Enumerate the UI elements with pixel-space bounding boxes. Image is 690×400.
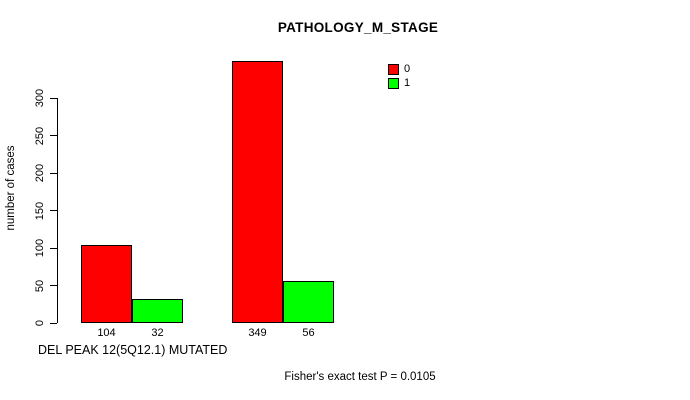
fisher-test-note: Fisher's exact test P = 0.0105 bbox=[284, 371, 436, 383]
bar-series-0 bbox=[81, 245, 132, 323]
bar-value-label: 32 bbox=[151, 327, 164, 339]
bar-value-label: 104 bbox=[97, 327, 116, 339]
y-tick-label: 200 bbox=[34, 163, 46, 183]
y-axis-tick bbox=[50, 97, 57, 99]
y-tick-label: 0 bbox=[34, 319, 46, 327]
legend-label: 0 bbox=[404, 63, 411, 76]
bar-value-label: 349 bbox=[248, 327, 267, 339]
y-axis-tick bbox=[50, 285, 57, 287]
y-tick-label: 250 bbox=[34, 126, 46, 145]
y-tick-label: 300 bbox=[34, 88, 46, 108]
legend-item-1: 1 bbox=[388, 77, 410, 91]
y-tick-label: 50 bbox=[34, 279, 46, 292]
legend-item-0: 0 bbox=[388, 63, 410, 77]
bar-value-label: 56 bbox=[302, 327, 315, 339]
y-axis-tick bbox=[50, 247, 57, 249]
y-axis-tick bbox=[50, 172, 57, 174]
y-tick-label: 100 bbox=[34, 238, 46, 258]
bar-series-1 bbox=[132, 299, 183, 323]
y-axis-tick bbox=[50, 210, 57, 212]
bar-series-0 bbox=[232, 61, 283, 323]
x-axis-label: DEL PEAK 12(5Q12.1) MUTATED bbox=[38, 343, 228, 357]
y-axis-line bbox=[57, 98, 59, 323]
chart-title: PATHOLOGY_M_STAGE bbox=[277, 20, 439, 35]
y-tick-label: 150 bbox=[34, 201, 46, 220]
legend-swatch bbox=[388, 64, 399, 76]
y-axis-label: number of cases bbox=[5, 145, 17, 231]
y-axis-tick bbox=[50, 135, 57, 137]
legend-swatch bbox=[388, 77, 399, 89]
legend-label: 1 bbox=[404, 76, 411, 89]
y-axis-tick bbox=[50, 322, 57, 324]
bar-series-1 bbox=[283, 281, 334, 323]
